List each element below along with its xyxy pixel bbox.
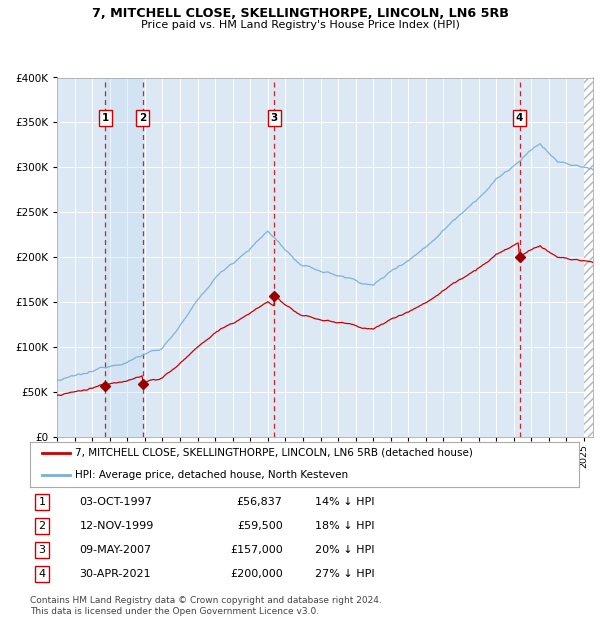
Text: 1: 1 (38, 497, 46, 507)
Text: HPI: Average price, detached house, North Kesteven: HPI: Average price, detached house, Nort… (75, 470, 348, 480)
Polygon shape (584, 78, 593, 437)
Text: Contains HM Land Registry data © Crown copyright and database right 2024.
This d: Contains HM Land Registry data © Crown c… (30, 596, 382, 616)
Text: £56,837: £56,837 (236, 497, 283, 507)
Text: 7, MITCHELL CLOSE, SKELLINGTHORPE, LINCOLN, LN6 5RB (detached house): 7, MITCHELL CLOSE, SKELLINGTHORPE, LINCO… (75, 448, 473, 458)
Text: 3: 3 (38, 545, 46, 555)
Text: 4: 4 (38, 569, 46, 579)
Text: 2: 2 (139, 113, 146, 123)
Text: 7, MITCHELL CLOSE, SKELLINGTHORPE, LINCOLN, LN6 5RB: 7, MITCHELL CLOSE, SKELLINGTHORPE, LINCO… (92, 7, 508, 20)
Text: 09-MAY-2007: 09-MAY-2007 (79, 545, 152, 555)
Text: 4: 4 (516, 113, 523, 123)
Text: £59,500: £59,500 (237, 521, 283, 531)
Text: 12-NOV-1999: 12-NOV-1999 (79, 521, 154, 531)
Text: 03-OCT-1997: 03-OCT-1997 (79, 497, 152, 507)
Bar (106, 78, 143, 437)
Text: Price paid vs. HM Land Registry's House Price Index (HPI): Price paid vs. HM Land Registry's House … (140, 20, 460, 30)
Text: 27% ↓ HPI: 27% ↓ HPI (316, 569, 375, 579)
Text: 18% ↓ HPI: 18% ↓ HPI (316, 521, 375, 531)
Text: 14% ↓ HPI: 14% ↓ HPI (316, 497, 375, 507)
Text: £200,000: £200,000 (230, 569, 283, 579)
Text: 30-APR-2021: 30-APR-2021 (79, 569, 151, 579)
Text: 2: 2 (38, 521, 46, 531)
Text: 20% ↓ HPI: 20% ↓ HPI (316, 545, 375, 555)
Text: £157,000: £157,000 (230, 545, 283, 555)
Text: 1: 1 (101, 113, 109, 123)
Text: 3: 3 (271, 113, 278, 123)
